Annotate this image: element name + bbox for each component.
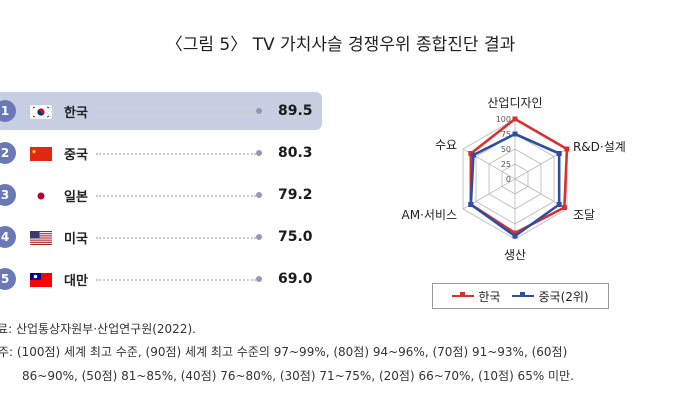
country-score: 80.3 [278,145,313,161]
radar-tick-label: 100 [496,115,511,124]
radar-data-point [512,131,518,137]
country-name: 미국 [64,231,88,247]
radar-axis-label: 수요 [435,138,457,152]
legend-label: 중국(2위) [538,289,589,304]
dotted-leader [96,153,256,155]
rank-badge: 2 [0,142,16,164]
radar-axis-label: AM·서비스 [402,208,458,222]
radar-tick-label: 50 [501,145,511,154]
rank-badge: 3 [0,184,16,206]
source-note: 자료: 산업통상자원부·산업연구원(2022). [0,322,196,336]
country-name: 중국 [64,147,88,163]
japan-flag-icon [30,188,52,203]
chart-legend: 한국 중국(2위) [432,283,609,309]
radar-tick-label: 25 [501,160,511,169]
country-name: 대만 [64,273,88,289]
korea-flag-icon [29,104,53,120]
ranking-row-4: 4 미국 75.0 [0,218,322,256]
radar-axis-label: 조달 [573,208,595,222]
radar-data-point [512,233,518,239]
ranking-row-2: 2 중국 80.3 [0,134,322,172]
radar-data-point [468,202,474,207]
ranking-row-1: 1 한국 89.5 [0,92,322,130]
country-score: 69.0 [278,271,313,287]
country-score: 89.5 [278,103,313,119]
leader-end-dot [256,276,262,282]
dotted-leader [96,237,256,239]
country-score: 75.0 [278,229,313,245]
radar-data-point [512,116,518,122]
radar-tick-label: 75 [501,130,511,139]
legend-item-china: 중국(2위) [512,288,589,305]
radar-data-point [470,152,476,158]
figure-title: 〈그림 5〉 TV 가치사슬 경쟁우위 종합진단 결과 [165,35,516,55]
radar-data-point [561,205,567,210]
radar-data-point [564,146,570,152]
rank-badge: 4 [0,226,16,248]
radar-axis-label: R&D·설계 [573,140,626,154]
leader-end-dot [256,108,262,114]
rank-badge: 1 [0,100,16,122]
country-name: 한국 [64,105,88,121]
footnote-line-1: 주: (100점) 세계 최고 수준, (90점) 세계 최고 수준의 97~9… [0,345,568,359]
ranking-row-5: 5 대만 69.0 [0,260,322,298]
radar-axis-label: 산업디자인 [487,96,542,110]
dotted-leader [96,195,256,197]
legend-swatch [512,292,535,297]
radar-data-point [468,151,474,156]
country-score: 79.2 [278,187,313,203]
radar-axis-label: 생산 [504,248,526,262]
leader-end-dot [256,192,262,198]
leader-end-dot [256,150,262,156]
country-name: 일본 [64,189,88,205]
radar-data-point [512,230,518,236]
radar-tick-label: 0 [506,175,511,184]
radar-data-point [556,202,562,207]
ranking-row-3: 3 일본 79.2 [0,176,322,214]
ranking-list: 1 한국 89.5 2 중국 80.3 3 일본 79.2 4 미국 [0,92,322,302]
radar-data-point [556,151,562,156]
rank-badge: 5 [0,268,16,290]
legend-item-korea: 한국 [452,288,500,305]
dotted-leader [96,111,256,113]
legend-swatch [452,292,475,297]
china-flag-icon [30,146,52,161]
footnote-line-2: 86~90%, (50점) 81~85%, (40점) 76~80%, (30점… [22,369,574,383]
taiwan-flag-icon [30,272,52,287]
usa-flag-icon [30,230,52,245]
dotted-leader [96,279,256,281]
leader-end-dot [256,234,262,240]
legend-label: 한국 [478,289,501,304]
